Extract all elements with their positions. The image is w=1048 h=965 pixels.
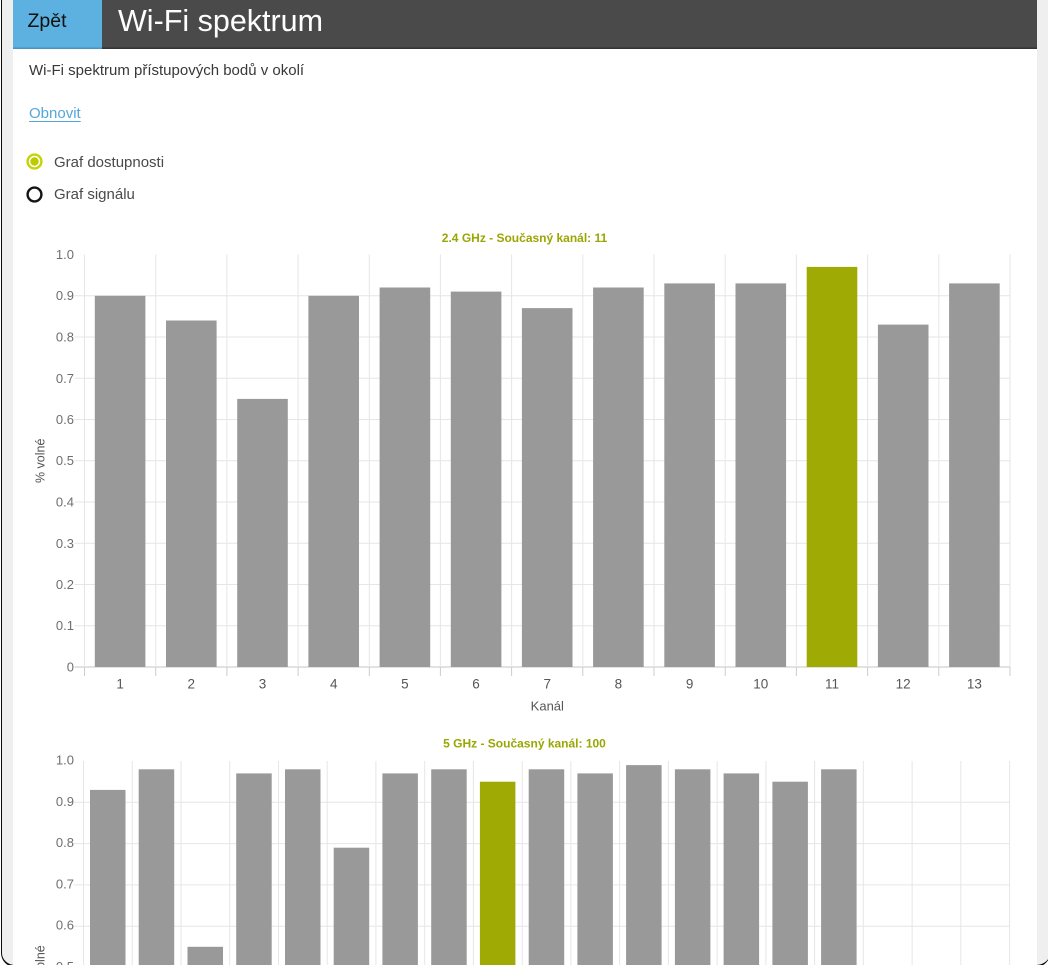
svg-text:7: 7 bbox=[543, 677, 551, 692]
svg-text:0.8: 0.8 bbox=[56, 835, 74, 850]
svg-text:1.0: 1.0 bbox=[56, 753, 74, 768]
svg-text:3: 3 bbox=[259, 677, 267, 692]
svg-text:0.2: 0.2 bbox=[56, 577, 74, 592]
svg-text:5: 5 bbox=[401, 677, 409, 692]
svg-text:12: 12 bbox=[896, 677, 911, 692]
svg-text:0.8: 0.8 bbox=[56, 330, 74, 345]
svg-text:0.3: 0.3 bbox=[56, 536, 74, 551]
svg-text:4: 4 bbox=[330, 677, 338, 692]
svg-text:6: 6 bbox=[472, 677, 480, 692]
svg-text:10: 10 bbox=[753, 677, 768, 692]
svg-text:0.9: 0.9 bbox=[56, 794, 74, 809]
svg-text:0.1: 0.1 bbox=[56, 618, 74, 633]
svg-text:1.0: 1.0 bbox=[56, 247, 74, 262]
svg-text:0.6: 0.6 bbox=[56, 918, 74, 933]
svg-text:13: 13 bbox=[967, 677, 982, 692]
svg-text:9: 9 bbox=[686, 677, 694, 692]
svg-text:0.7: 0.7 bbox=[56, 371, 74, 386]
svg-text:5 GHz - Současný kanál: 100: 5 GHz - Současný kanál: 100 bbox=[443, 737, 606, 751]
svg-text:0.7: 0.7 bbox=[56, 876, 74, 891]
svg-text:0: 0 bbox=[67, 660, 74, 675]
svg-text:2: 2 bbox=[188, 677, 196, 692]
svg-text:0.6: 0.6 bbox=[56, 412, 74, 427]
svg-text:% volné: % volné bbox=[34, 439, 48, 484]
svg-text:8: 8 bbox=[615, 677, 623, 692]
svg-text:Kanál: Kanál bbox=[531, 699, 564, 714]
svg-text:1: 1 bbox=[116, 677, 124, 692]
svg-text:11: 11 bbox=[825, 677, 839, 692]
svg-text:% volné: % volné bbox=[34, 945, 48, 965]
svg-text:0.4: 0.4 bbox=[56, 495, 74, 510]
svg-text:0.5: 0.5 bbox=[56, 453, 74, 468]
svg-text:0.5: 0.5 bbox=[56, 959, 74, 965]
svg-text:0.9: 0.9 bbox=[56, 288, 74, 303]
svg-text:2.4 GHz - Současný kanál: 11: 2.4 GHz - Současný kanál: 11 bbox=[442, 231, 608, 245]
